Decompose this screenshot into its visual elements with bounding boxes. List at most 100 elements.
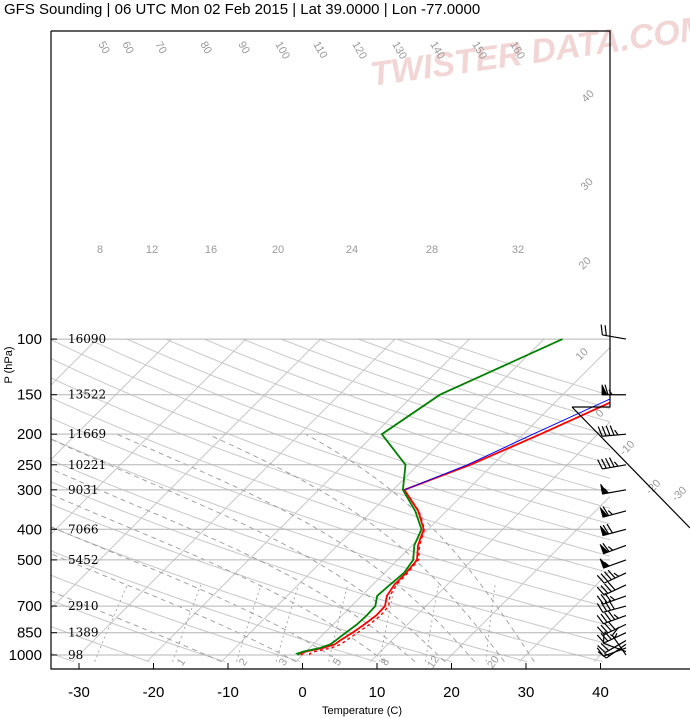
temperature-tick-labels: -30 -20 -10 0 10 20 30 40 (68, 663, 609, 701)
barb-feather (604, 325, 607, 336)
barb-feather (596, 634, 605, 644)
dry-adiabat (51, 377, 610, 574)
mixing-ratio-label: 8 (97, 244, 103, 256)
barb-half-feather (609, 634, 616, 639)
dry-adiabat (396, 338, 610, 410)
barb-staff (603, 595, 627, 605)
barb-half-feather (614, 429, 619, 436)
wind-barb (601, 384, 626, 396)
barb-feather (607, 569, 616, 579)
pressure-tick-label: 500 (17, 552, 42, 569)
barb-half-feather (613, 614, 619, 619)
wind-barb (596, 610, 627, 625)
dry-adiabat (51, 503, 528, 663)
barb-pennant (599, 543, 609, 555)
isotherm-line (146, 338, 470, 663)
temperature-tick-label: -20 (143, 684, 165, 701)
pressure-tick-label: 150 (17, 387, 42, 404)
barb-pennant (601, 384, 608, 396)
pressure-tick-label: 400 (17, 521, 42, 538)
isotherm-label: -10 (618, 438, 638, 458)
temperature-tick-label: 30 (518, 684, 535, 701)
barb-half-feather (608, 389, 613, 396)
barb-feather (596, 615, 604, 625)
isotherm-line (518, 570, 610, 663)
barb-feather (596, 595, 604, 605)
isotherm-line (71, 338, 396, 663)
mixing-ratio-label: 24 (346, 244, 358, 256)
barb-feather (609, 425, 615, 436)
barb-staff (603, 614, 627, 625)
virtual-temperature-trace (309, 489, 426, 656)
height-label: 2910 (68, 599, 99, 613)
dry-adiabat (51, 625, 150, 663)
barb-feather (601, 458, 607, 469)
isotherm-line (51, 338, 172, 461)
mixing-ratio-line (172, 584, 202, 662)
wind-barb (596, 581, 627, 596)
barb-feather (597, 651, 607, 659)
background-lines (51, 338, 610, 663)
mixing-ratio-line (94, 584, 128, 662)
dry-adiabat-label: 100 (272, 40, 292, 62)
barb-feather (600, 613, 608, 623)
pressure-gridlines (51, 338, 610, 656)
barb-feather (604, 571, 612, 581)
temperature-tick-label: 0 (298, 684, 306, 701)
wind-barb (597, 457, 627, 470)
height-label: 13522 (68, 388, 106, 402)
mixing-ratio-label: 16 (205, 244, 217, 256)
temperature-tick-label: 20 (443, 684, 460, 701)
barb-half-feather (613, 461, 619, 467)
barb-feather (602, 524, 610, 535)
mixing-ratio-label: 32 (512, 244, 524, 256)
dry-adiabat-label: 70 (152, 40, 169, 57)
height-label: 7066 (68, 522, 99, 536)
pressure-tick-label: 300 (17, 482, 42, 499)
wind-barb (596, 569, 627, 584)
moist-adiabat-label: 1 (175, 656, 188, 668)
moist-adiabat (116, 433, 475, 662)
barb-feather (605, 425, 611, 436)
barb-staff (603, 623, 627, 636)
pressure-tick-label: 200 (17, 426, 42, 443)
barb-staff (603, 572, 627, 584)
pressure-tick-label: 250 (17, 457, 42, 474)
temperature-tick-label: 10 (369, 684, 386, 701)
dry-adiabat (51, 459, 610, 645)
barb-feather (600, 632, 609, 642)
moist-adiabat-label: 5 (331, 656, 344, 668)
wind-barb (597, 425, 627, 437)
barb-half-feather (609, 595, 616, 601)
dry-adiabat (51, 574, 301, 663)
moist-adiabat (51, 438, 446, 662)
isotherm-line (51, 338, 247, 535)
pressure-tick-label: 850 (17, 625, 42, 642)
pressure-tick-labels: 100 150 200 250 300 400 500 700 850 1000 (9, 331, 42, 664)
dry-adiabat-label: 60 (119, 40, 136, 57)
barb-feather (605, 457, 611, 468)
barb-feather (600, 642, 610, 651)
wind-barb (596, 592, 627, 605)
barb-feather (604, 612, 612, 622)
barb-feather (608, 457, 615, 468)
wind-barbs (596, 324, 627, 659)
sounding-traces (295, 338, 610, 656)
barb-feather (600, 573, 609, 582)
barb-feather (602, 542, 610, 552)
height-label: 16090 (68, 332, 106, 346)
wind-barb (596, 621, 627, 636)
wind-barb (596, 631, 627, 644)
dry-adiabat (319, 338, 610, 437)
wind-barb (600, 324, 627, 340)
moist-adiabat (51, 526, 341, 663)
wind-barb (597, 640, 627, 654)
dry-adiabat (51, 599, 226, 663)
mixing-ratio-label: 12 (146, 244, 158, 256)
barb-staff (603, 632, 627, 644)
mixing-ratio-line (485, 584, 496, 662)
barb-staff (603, 584, 627, 596)
barb-feather (600, 324, 603, 335)
barb-feather (604, 631, 612, 640)
plot-frame (50, 30, 690, 670)
